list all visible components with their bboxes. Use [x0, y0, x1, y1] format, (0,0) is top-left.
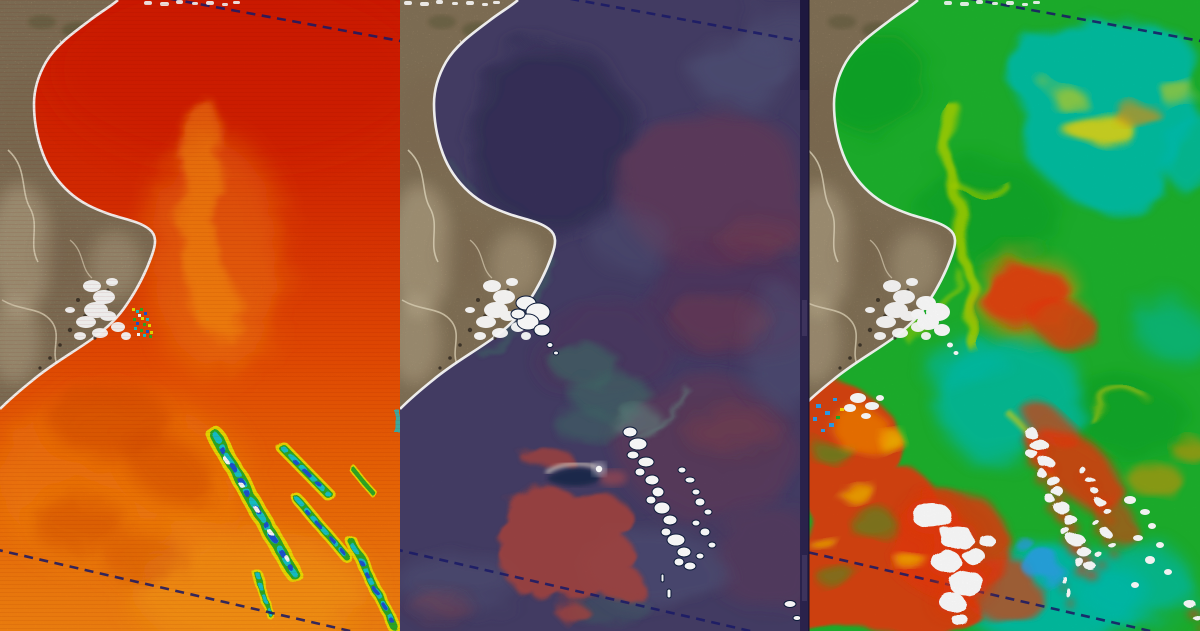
- thermal-image: [0, 0, 400, 631]
- sensor-grain: [0, 0, 400, 631]
- chlorophyll-panel: [800, 0, 1200, 631]
- sensor-grain: [400, 0, 800, 631]
- sensor-grain: [800, 0, 1200, 631]
- ocean-color-panel: [400, 0, 800, 631]
- thermal-panel: [0, 0, 400, 631]
- chlorophyll-image: [800, 0, 1200, 631]
- ocean-color-image: [400, 0, 800, 631]
